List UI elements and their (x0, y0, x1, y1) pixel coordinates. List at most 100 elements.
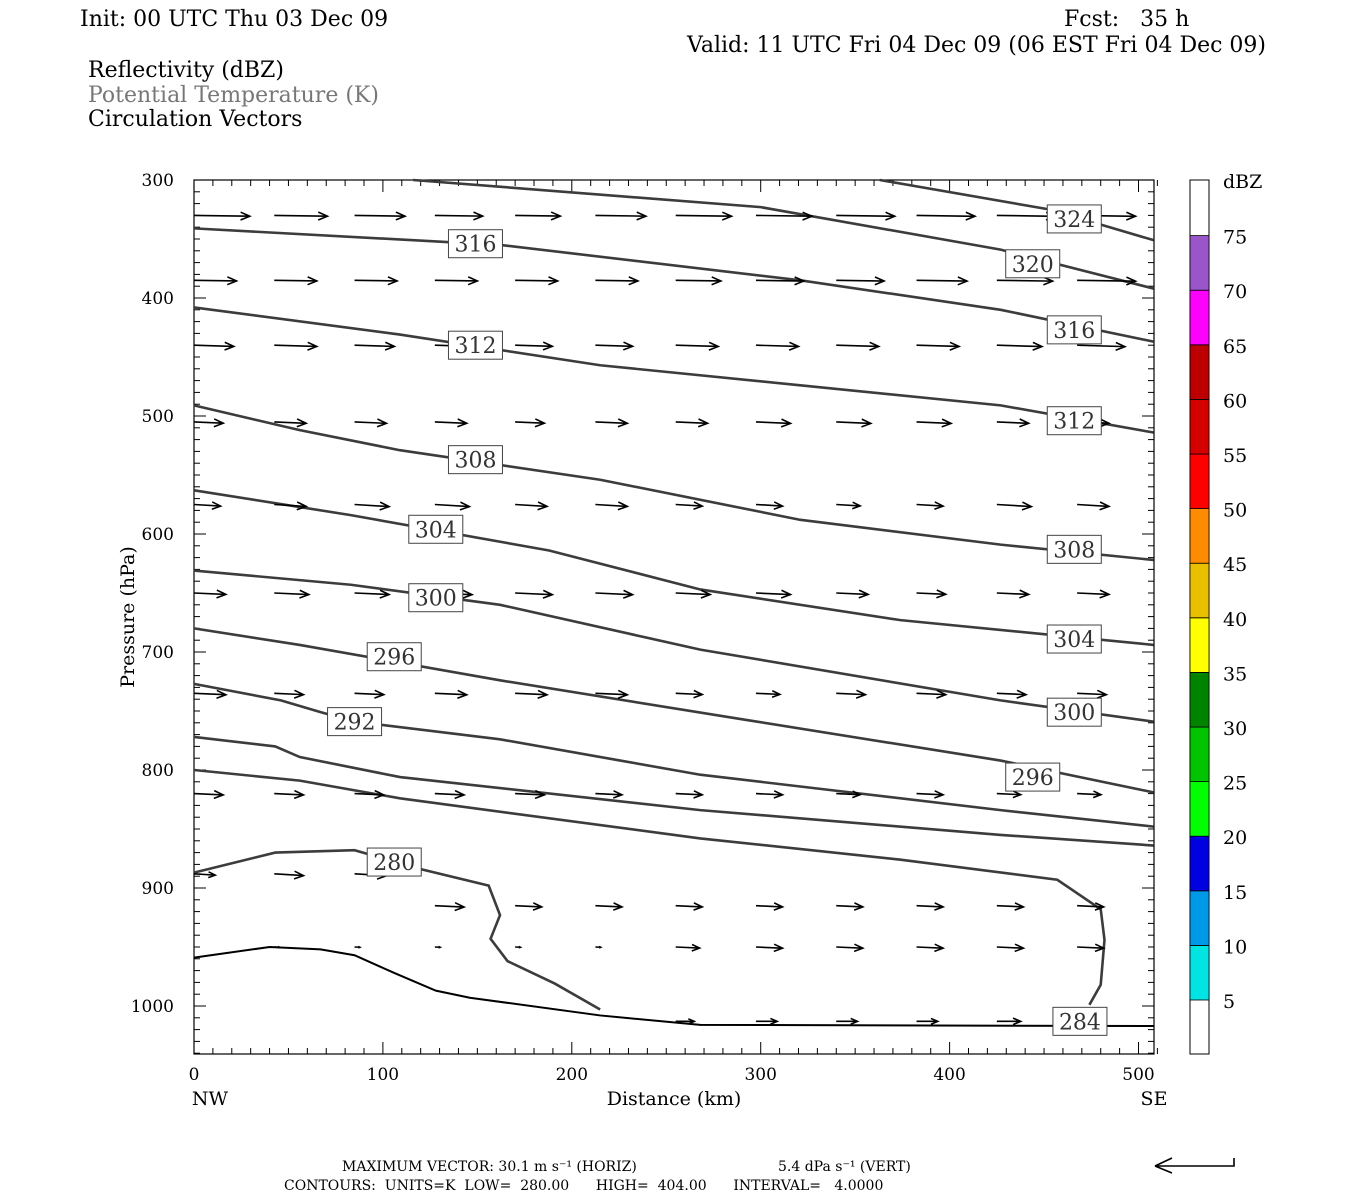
contour-label: 316 (1053, 319, 1095, 344)
x-end-label-se: SE (1141, 1088, 1168, 1110)
contour-label: 312 (1053, 410, 1095, 435)
colorbar-swatch (1189, 235, 1210, 291)
circulation-vector (755, 418, 793, 428)
circulation-vector (755, 276, 806, 286)
circulation-vector (595, 945, 603, 949)
circulation-vector (193, 418, 226, 428)
circulation-vector (836, 1017, 860, 1025)
x-axis-label: Distance (km) (607, 1088, 742, 1110)
circulation-vector (675, 418, 710, 428)
circulation-vector (274, 870, 306, 880)
circulation-vector (996, 501, 1034, 511)
circulation-vector (193, 276, 239, 286)
circulation-vector (916, 341, 962, 351)
circulation-vector (996, 1017, 1023, 1026)
circulation-vector (274, 589, 311, 599)
circulation-vector (434, 901, 467, 912)
x-tick-label: 100 (367, 1065, 399, 1085)
circulation-vector (515, 211, 563, 221)
circulation-vector (274, 341, 319, 351)
contour-label-box (1046, 204, 1102, 234)
contour-label-box (366, 847, 422, 877)
circulation-vector (916, 276, 970, 286)
circulation-vector (916, 902, 946, 911)
contour-label-box (447, 229, 503, 259)
circulation-vector (193, 789, 226, 800)
colorbar-swatch (1189, 289, 1210, 346)
contour-label-box (1046, 697, 1102, 727)
circulation-vector (354, 689, 386, 699)
forecast-hour: Fcst: 35 h (1064, 7, 1189, 32)
x-tick-label: 400 (933, 1065, 965, 1085)
circulation-vector (755, 943, 785, 953)
circulation-vector (836, 276, 887, 286)
circulation-vector (675, 790, 705, 799)
colorbar-tick-label: 60 (1223, 390, 1247, 412)
circulation-vector (1077, 902, 1106, 911)
theta-contour-316 (193, 227, 1154, 343)
circulation-vector (274, 789, 306, 800)
circulation-vector (354, 589, 392, 599)
y-tick-label: 700 (142, 643, 174, 663)
max-vector-vert: 5.4 dPa s⁻¹ (VERT) (778, 1159, 911, 1175)
theta-contour-304 (193, 489, 1154, 647)
theta-contour-292 (193, 682, 1154, 828)
colorbar-swatch (1189, 508, 1210, 564)
colorbar-tick-label: 65 (1223, 336, 1247, 358)
circulation-vector (836, 790, 863, 799)
circulation-vector (755, 211, 814, 221)
circulation-vector (434, 501, 472, 511)
circulation-vector (354, 789, 386, 800)
circulation-vector (193, 871, 218, 879)
circulation-vector (916, 418, 954, 428)
init-time: Init: 00 UTC Thu 03 Dec 09 (80, 7, 388, 32)
contour-label: 296 (373, 646, 415, 671)
colorbar-swatch (1189, 562, 1210, 619)
circulation-vector (274, 418, 309, 428)
terrain-line (193, 945, 1154, 1028)
theta-contour-284 (193, 768, 1106, 1006)
circulation-vector (675, 902, 705, 911)
contour-label-box (1005, 249, 1061, 279)
y-tick-label: 500 (142, 407, 174, 427)
contour-label-box (408, 514, 464, 544)
circulation-vector (274, 276, 319, 286)
circulation-vector (836, 589, 871, 599)
colorbar-tick-label: 5 (1223, 991, 1235, 1013)
circulation-vector (515, 902, 544, 911)
colorbar-tick-label: 55 (1223, 445, 1247, 467)
valid-time: Valid: 11 UTC Fri 04 Dec 09 (06 EST Fri … (686, 33, 1266, 58)
y-tick-label: 800 (142, 761, 174, 781)
theta-contour-324 (879, 178, 1154, 242)
circulation-vector (675, 501, 705, 510)
circulation-vector (996, 211, 1058, 221)
circulation-vector (755, 501, 785, 510)
circulation-vector (434, 789, 467, 800)
theta-contour-312 (193, 306, 1154, 434)
contour-label: 296 (1012, 766, 1054, 791)
contour-info: CONTOURS: UNITS=K LOW= 280.00 HIGH= 404.… (284, 1178, 883, 1194)
x-tick-label: 500 (1122, 1065, 1154, 1085)
y-tick-label: 300 (142, 171, 174, 191)
circulation-vector (675, 589, 713, 599)
contour-label: 300 (1053, 701, 1095, 726)
y-tick-label: 1000 (131, 997, 174, 1017)
circulation-vector (354, 418, 389, 428)
circulation-vector (595, 790, 625, 799)
circulation-vector (515, 276, 560, 286)
colorbar-swatch (1189, 890, 1210, 946)
circulation-vector (515, 689, 550, 699)
circulation-vector (595, 341, 635, 351)
circulation-vector (675, 689, 705, 699)
field-reflectivity: Reflectivity (dBZ) (88, 58, 284, 83)
circulation-vector (755, 790, 785, 799)
colorbar-swatch (1189, 835, 1210, 892)
circulation-vector (434, 418, 469, 428)
circulation-vector (595, 211, 648, 221)
circulation-vector (193, 211, 252, 221)
colorbar-swatch (1189, 672, 1210, 728)
max-vector-horiz: MAXIMUM VECTOR: 30.1 m s⁻¹ (HORIZ) (342, 1159, 637, 1175)
colorbar-tick-label: 75 (1223, 227, 1247, 249)
colorbar-swatch (1189, 945, 1210, 1001)
circulation-vector (836, 943, 865, 953)
